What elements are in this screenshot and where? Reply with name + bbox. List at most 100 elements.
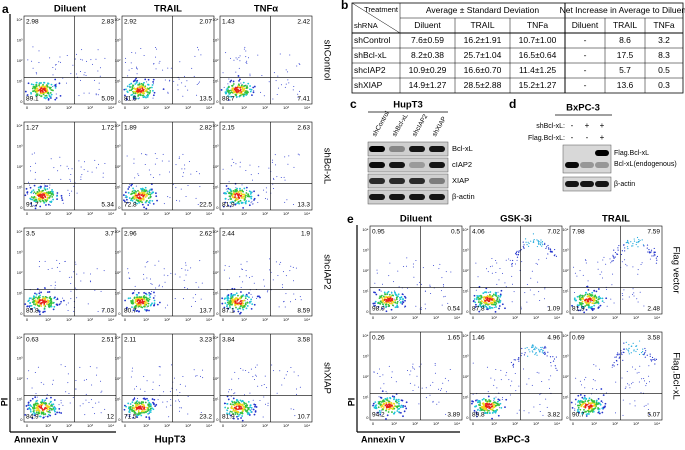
event-dot [236, 58, 238, 60]
event-dot [175, 400, 177, 402]
event-dot [43, 307, 46, 310]
event-dot [42, 295, 44, 298]
event-dot [85, 399, 87, 401]
flow-plot [369, 331, 463, 421]
event-dot [131, 199, 134, 202]
event-dot [229, 196, 231, 198]
event-dot [186, 80, 188, 82]
flow-plot [369, 225, 463, 315]
event-dot [494, 306, 496, 308]
event-dot [257, 54, 259, 56]
event-dot [488, 405, 491, 408]
event-dot [549, 387, 551, 389]
event-dot [137, 405, 140, 408]
event-dot [602, 259, 604, 261]
event-dot [32, 196, 35, 199]
axis-tick-label: 10³ [17, 250, 23, 255]
event-dot [492, 299, 495, 302]
event-dot [246, 301, 249, 304]
table-cell: shcIAP2 [354, 65, 386, 75]
event-dot [539, 244, 542, 246]
event-dot [495, 271, 497, 273]
event-dot [481, 402, 484, 405]
event-dot [622, 298, 624, 300]
event-dot [584, 259, 586, 261]
event-dot [639, 291, 641, 293]
event-dot [582, 397, 585, 400]
event-dot [597, 268, 599, 270]
event-dot [597, 296, 600, 298]
axis-tick-label: 10³ [213, 144, 219, 149]
quadrant-value: 0.5 [451, 229, 460, 236]
event-dot [587, 294, 590, 297]
event-dot [244, 409, 247, 411]
event-dot [182, 298, 184, 300]
event-dot [44, 260, 46, 262]
event-dot [170, 404, 172, 406]
event-dot [641, 262, 643, 264]
event-dot [41, 407, 43, 410]
event-dot [411, 366, 413, 368]
event-dot [486, 268, 488, 270]
event-dot [148, 191, 151, 194]
event-dot [50, 305, 53, 308]
event-dot [496, 400, 499, 403]
event-dot [475, 303, 477, 306]
event-dot [625, 263, 627, 265]
event-dot [387, 303, 390, 306]
event-dot [31, 153, 33, 155]
event-dot [478, 285, 481, 288]
event-dot [498, 305, 501, 307]
event-dot [534, 346, 537, 348]
event-dot [550, 361, 552, 364]
event-dot [242, 302, 245, 305]
event-dot [477, 296, 480, 299]
event-dot [95, 58, 97, 60]
event-dot [493, 400, 495, 402]
event-dot [500, 289, 503, 292]
event-dot [615, 356, 617, 358]
event-dot [32, 189, 35, 192]
event-dot [581, 396, 584, 399]
event-dot [546, 246, 548, 248]
event-dot [533, 294, 535, 296]
event-dot [483, 409, 486, 412]
event-dot [230, 303, 233, 306]
event-dot [60, 412, 63, 414]
event-dot [134, 290, 136, 292]
axis-tick-label: 10³ [463, 354, 469, 359]
event-dot [229, 300, 232, 303]
event-dot [384, 303, 387, 306]
event-dot [238, 91, 241, 94]
event-dot [593, 400, 596, 402]
event-dot [91, 63, 93, 65]
event-dot [275, 261, 277, 263]
event-dot [176, 389, 178, 391]
event-dot [518, 250, 520, 252]
quadrant-value: 2.07 [199, 19, 212, 26]
table-header: TRAIL [470, 20, 494, 30]
event-dot [31, 413, 34, 416]
event-dot [26, 378, 28, 380]
event-dot [245, 293, 248, 296]
event-dot [32, 303, 35, 305]
table-cell: 10.9±0.29 [409, 65, 447, 75]
event-dot [579, 270, 581, 272]
event-dot [80, 166, 82, 168]
event-dot [245, 61, 247, 63]
event-dot [528, 349, 530, 351]
axis-tick-label: 10³ [87, 211, 93, 216]
event-dot [85, 74, 87, 76]
event-dot [33, 184, 36, 187]
event-dot [497, 300, 500, 303]
event-dot [32, 192, 34, 194]
event-dot [418, 403, 420, 405]
axis-tick-label: 10¹ [363, 289, 369, 294]
event-dot [490, 306, 493, 309]
event-dot [244, 202, 247, 205]
event-dot [547, 244, 549, 247]
event-dot [168, 416, 170, 418]
event-dot [49, 187, 51, 189]
event-dot [627, 383, 629, 385]
event-dot [574, 409, 576, 411]
